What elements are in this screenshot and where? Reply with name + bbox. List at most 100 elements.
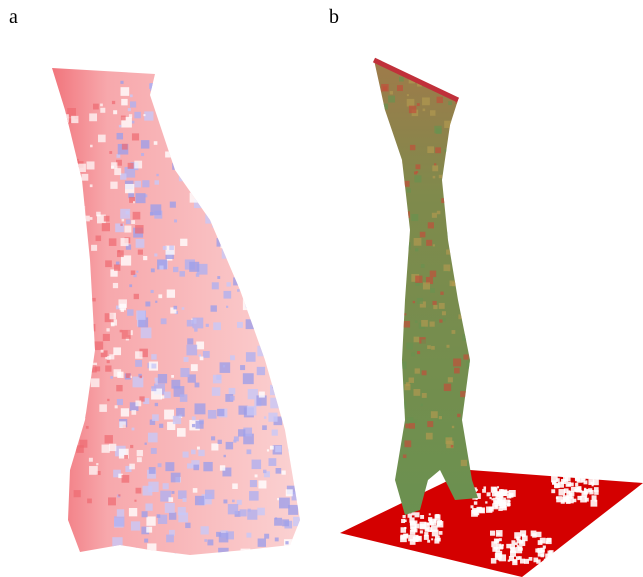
patch <box>105 365 111 371</box>
patch <box>112 537 122 547</box>
patch <box>466 361 474 369</box>
patch <box>222 249 232 259</box>
patch <box>427 421 433 427</box>
patch <box>214 104 216 106</box>
patch <box>417 536 421 540</box>
patch <box>169 245 174 250</box>
patch <box>144 539 148 543</box>
patch <box>282 519 289 526</box>
patch <box>370 447 377 454</box>
patch <box>84 216 90 222</box>
patch <box>207 539 213 545</box>
patch <box>445 437 452 444</box>
patch <box>413 301 415 303</box>
patch <box>382 191 390 199</box>
patch <box>441 198 446 203</box>
patch <box>421 264 425 268</box>
patch <box>478 95 485 102</box>
patch <box>121 87 130 96</box>
patch <box>190 193 200 203</box>
patch <box>142 180 149 187</box>
patch <box>119 125 121 127</box>
patch <box>399 77 404 82</box>
patch <box>160 554 167 561</box>
patch <box>308 372 317 381</box>
patch <box>420 530 423 533</box>
patch <box>131 270 135 274</box>
patch <box>292 297 298 303</box>
patch <box>431 346 435 350</box>
patch <box>558 489 564 495</box>
patch <box>212 387 221 396</box>
patch <box>258 232 261 235</box>
patch <box>376 200 381 205</box>
patch <box>245 197 249 201</box>
patch <box>376 344 384 352</box>
patch <box>135 400 141 406</box>
patch <box>457 414 460 417</box>
patch <box>218 440 222 444</box>
patch <box>446 345 449 348</box>
patch <box>466 168 471 173</box>
patch <box>256 273 258 275</box>
patch <box>373 164 378 169</box>
patch <box>384 178 390 184</box>
patch <box>234 134 244 144</box>
render-a <box>40 60 317 568</box>
patch <box>232 233 240 241</box>
patch <box>258 538 266 546</box>
patch <box>461 278 468 285</box>
patch <box>566 482 571 487</box>
patch <box>189 109 191 111</box>
patch <box>372 176 377 181</box>
patch <box>411 214 418 221</box>
patch <box>121 99 127 105</box>
patch <box>274 289 281 296</box>
patch <box>403 454 407 458</box>
patch <box>86 161 94 169</box>
patch <box>243 169 247 173</box>
patch <box>422 393 427 398</box>
patch <box>259 223 263 227</box>
patch <box>257 508 265 516</box>
patch <box>416 164 421 169</box>
patch <box>175 89 178 92</box>
patch <box>479 293 484 298</box>
patch <box>267 175 269 177</box>
patch <box>100 108 105 113</box>
patch <box>99 404 107 412</box>
patch <box>234 207 242 215</box>
patch <box>143 256 147 260</box>
patch <box>146 527 152 533</box>
patch <box>76 445 84 453</box>
patch <box>164 410 174 420</box>
patch <box>74 300 78 304</box>
patch <box>280 250 289 259</box>
patch <box>213 217 220 224</box>
patch <box>78 164 86 172</box>
patch <box>71 116 78 123</box>
patch <box>294 386 300 392</box>
patch <box>85 352 90 357</box>
patch <box>196 273 199 276</box>
patch <box>461 460 467 466</box>
patch <box>68 411 76 419</box>
patch <box>445 68 447 70</box>
patch <box>60 114 69 123</box>
patch <box>473 187 480 194</box>
patch <box>290 163 298 171</box>
patch <box>452 282 456 286</box>
patch <box>264 96 273 105</box>
patch <box>374 257 376 259</box>
patch <box>406 343 413 350</box>
patch <box>125 184 134 193</box>
patch <box>198 450 204 456</box>
patch <box>415 512 420 517</box>
patch <box>131 410 136 415</box>
patch <box>240 365 245 370</box>
patch <box>377 320 379 322</box>
patch <box>71 392 79 400</box>
patch <box>575 486 581 492</box>
patch <box>155 180 159 184</box>
patch <box>302 523 306 527</box>
